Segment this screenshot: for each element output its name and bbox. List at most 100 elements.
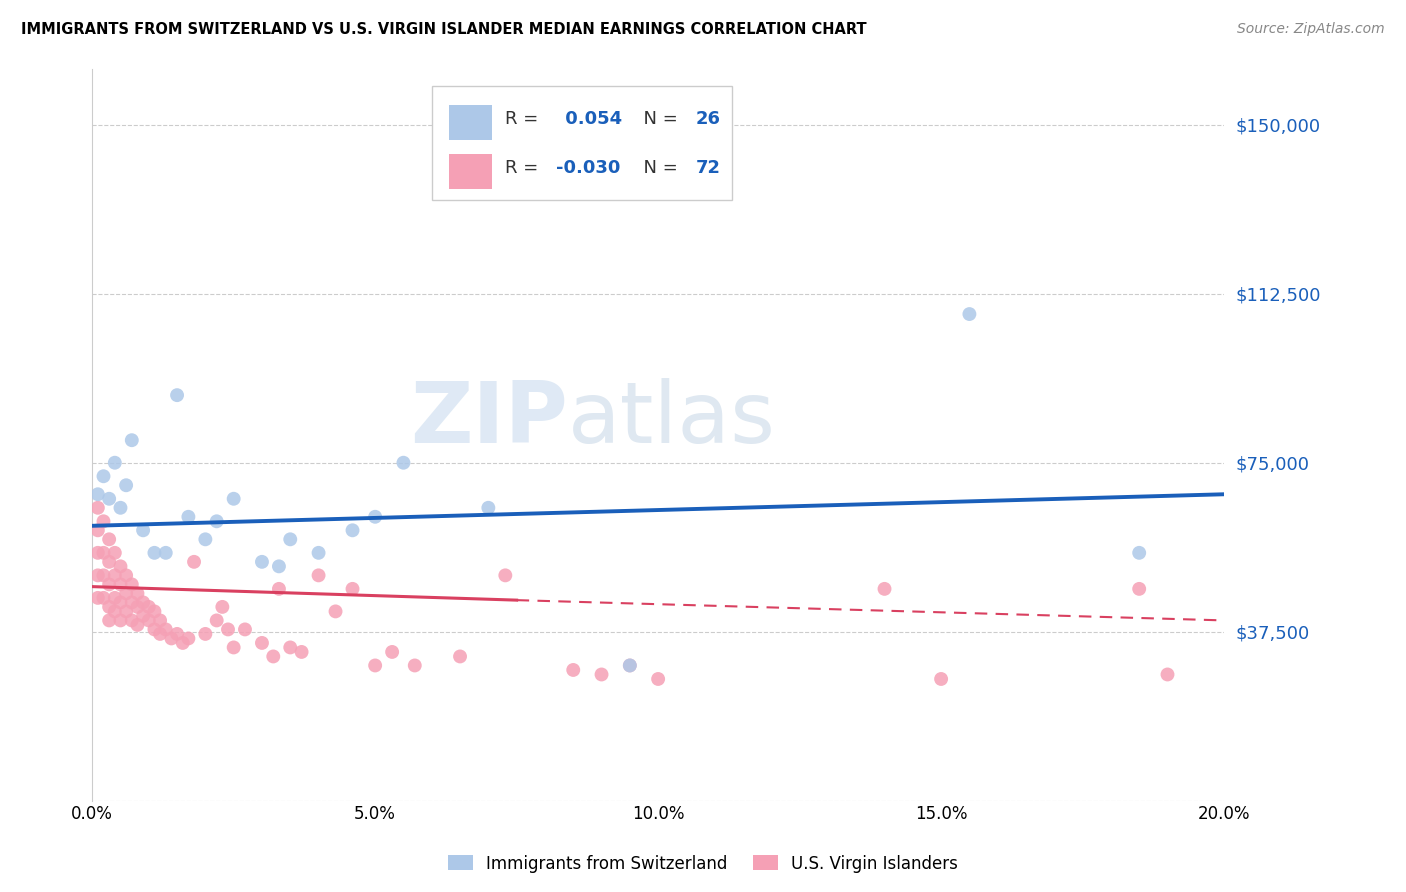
Point [121,433,143,447]
FancyBboxPatch shape [449,105,492,140]
Point [278,640,301,655]
Point [110,500,132,515]
Point [222,491,245,506]
Point [132,608,155,623]
Point [233,623,256,637]
Point [87,568,110,582]
Point [619,658,641,673]
Text: 0.054: 0.054 [558,111,621,128]
Point [183,555,205,569]
Point [325,604,347,618]
Point [1156,667,1178,681]
Point [132,595,155,609]
Point [87,546,110,560]
Point [647,672,669,686]
Point [267,582,290,596]
Point [138,614,160,628]
FancyBboxPatch shape [432,87,731,200]
Text: IMMIGRANTS FROM SWITZERLAND VS U.S. VIRGIN ISLANDER MEDIAN EARNINGS CORRELATION : IMMIGRANTS FROM SWITZERLAND VS U.S. VIRG… [21,22,866,37]
Text: atlas: atlas [568,378,776,461]
Text: -0.030: -0.030 [557,160,620,178]
Text: Source: ZipAtlas.com: Source: ZipAtlas.com [1237,22,1385,37]
Point [342,524,364,538]
Point [110,595,132,609]
Point [127,586,149,600]
Point [104,591,127,605]
Legend: Immigrants from Switzerland, U.S. Virgin Islanders: Immigrants from Switzerland, U.S. Virgin… [441,848,965,880]
Point [392,456,415,470]
Point [381,645,404,659]
Point [87,524,110,538]
Point [110,577,132,591]
Point [494,568,516,582]
Point [104,568,127,582]
Point [957,307,980,321]
Point [172,636,194,650]
Point [93,591,115,605]
Point [115,586,138,600]
Point [160,632,183,646]
Point [404,658,426,673]
Point [87,500,110,515]
Point [205,514,228,528]
Point [121,577,143,591]
Text: 26: 26 [696,111,720,128]
Point [104,604,127,618]
Point [591,667,613,681]
Point [222,640,245,655]
Point [562,663,585,677]
Point [155,623,177,637]
Point [278,533,301,547]
Point [177,632,200,646]
Point [364,658,387,673]
Point [93,546,115,560]
Point [121,595,143,609]
Point [93,514,115,528]
Point [267,559,290,574]
Point [929,672,952,686]
Point [127,599,149,614]
Point [149,614,172,628]
Point [262,649,284,664]
Point [342,582,364,596]
Point [98,491,121,506]
Point [110,559,132,574]
Point [250,555,273,569]
Point [143,604,166,618]
Text: 72: 72 [696,160,720,178]
Point [143,546,166,560]
Point [205,614,228,628]
Point [873,582,896,596]
Point [166,388,188,402]
Point [138,599,160,614]
Point [177,509,200,524]
Point [166,627,188,641]
FancyBboxPatch shape [449,153,492,189]
Point [308,568,330,582]
Point [194,533,217,547]
Point [364,509,387,524]
Point [211,599,233,614]
Point [290,645,312,659]
Point [115,604,138,618]
Point [121,614,143,628]
Point [1128,546,1150,560]
Point [87,591,110,605]
Text: N =: N = [633,111,683,128]
Point [308,546,330,560]
Point [98,614,121,628]
Point [250,636,273,650]
Point [1128,582,1150,596]
Text: N =: N = [633,160,683,178]
Point [149,627,172,641]
Point [110,614,132,628]
Point [104,456,127,470]
Point [155,546,177,560]
Point [115,568,138,582]
Point [143,623,166,637]
Point [104,546,127,560]
Point [98,533,121,547]
Point [115,478,138,492]
Text: R =: R = [505,160,544,178]
Point [93,568,115,582]
